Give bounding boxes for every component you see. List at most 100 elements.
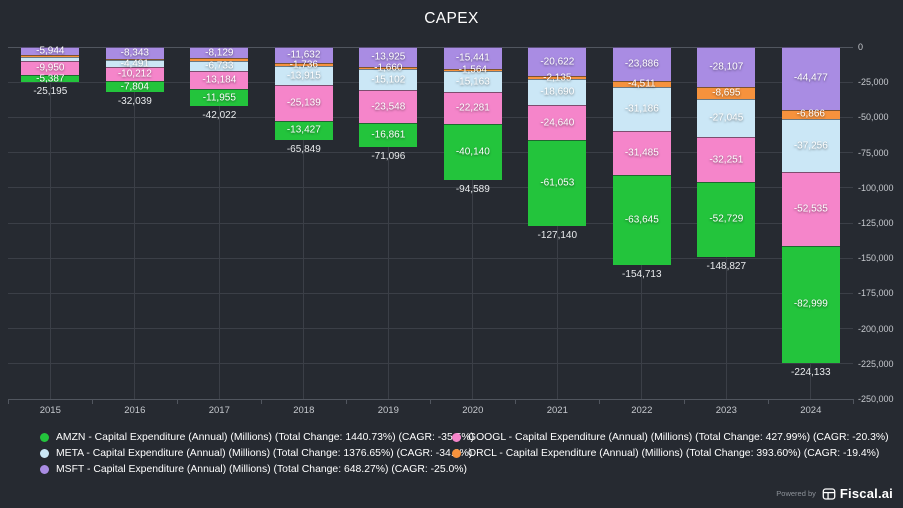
- legend-label: GOOGL - Capital Expenditure (Annual) (Mi…: [468, 431, 889, 443]
- x-axis-tick: [683, 399, 685, 404]
- fiscal-logo-icon: [822, 487, 836, 501]
- bar-segment-amzn-2024[interactable]: [781, 245, 840, 363]
- x-axis-label-2023: 2023: [715, 405, 737, 416]
- bar-segment-msft-2015[interactable]: [21, 47, 80, 56]
- gridline-v: [303, 47, 305, 399]
- x-axis-tick: [7, 399, 9, 404]
- bar-segment-orcl-2022[interactable]: [612, 80, 671, 87]
- gridline-v: [49, 47, 51, 399]
- bar-segment-amzn-2017[interactable]: [190, 89, 249, 107]
- bar-segment-msft-2018[interactable]: [274, 47, 333, 64]
- bar-column-2017: -8,129 -6,733 -13,184 -11,955 -42,022: [190, 47, 249, 399]
- bar-segment-msft-2017[interactable]: [190, 47, 249, 59]
- bar-total-2024: -224,133: [791, 366, 831, 378]
- bar-segment-meta-2015[interactable]: [21, 57, 80, 61]
- y-axis-label: -225,000: [858, 358, 894, 369]
- gridline-h: [8, 292, 853, 294]
- x-axis-label-2017: 2017: [208, 405, 230, 416]
- bar-segment-amzn-2023[interactable]: [697, 182, 756, 257]
- bar-segment-meta-2023[interactable]: [697, 98, 756, 137]
- bar-total-2021: -127,140: [537, 230, 578, 241]
- x-axis-tick: [852, 399, 854, 404]
- gridline-v: [134, 47, 136, 399]
- bar-segment-orcl-2017[interactable]: [190, 58, 249, 62]
- legend-label: META - Capital Expenditure (Annual) (Mil…: [56, 447, 473, 459]
- gridline-h: [8, 81, 853, 83]
- bar-segment-msft-2020[interactable]: [443, 47, 502, 69]
- x-axis-label-2018: 2018: [293, 405, 315, 416]
- bar-segment-googl-2018[interactable]: [274, 85, 333, 121]
- bar-column-2020: -15,441 -1,564 -15,163 -22,281 -40,140 -94,58…: [443, 47, 502, 399]
- bar-segment-googl-2024[interactable]: [781, 171, 840, 246]
- brand-link[interactable]: Fiscal.ai: [822, 486, 893, 501]
- bar-segment-googl-2021[interactable]: [528, 105, 587, 141]
- bar-segment-msft-2019[interactable]: [359, 47, 418, 67]
- gridline-h: [8, 257, 853, 259]
- legend-dot-googl: [452, 432, 461, 442]
- bar-segment-meta-2018[interactable]: [274, 65, 333, 86]
- legend-item-amzn[interactable]: AMZN - Capital Expenditure (Annual) (Mil…: [40, 431, 474, 443]
- x-axis-tick: [261, 399, 262, 404]
- x-axis-label-2019: 2019: [377, 405, 399, 416]
- bar-segment-msft-2023[interactable]: [697, 47, 756, 87]
- bar-segment-googl-2022[interactable]: [612, 130, 671, 176]
- legend-item-msft[interactable]: MSFT - Capital Expenditure (Annual) (Mil…: [40, 463, 474, 475]
- bar-segment-amzn-2020[interactable]: [443, 123, 502, 181]
- bar-segment-googl-2015[interactable]: [21, 60, 80, 75]
- bar-segment-meta-2022[interactable]: [612, 86, 671, 131]
- legend-item-meta[interactable]: META - Capital Expenditure (Annual) (Mil…: [40, 447, 474, 459]
- legend-dot-amzn: [40, 432, 49, 442]
- bar-segment-orcl-2016[interactable]: [105, 58, 164, 61]
- bar-segment-meta-2019[interactable]: [359, 68, 418, 91]
- bar-segment-amzn-2022[interactable]: [612, 175, 671, 265]
- x-axis-tick: [599, 399, 600, 404]
- bar-total-2022: -154,713: [622, 268, 662, 280]
- bar-segment-orcl-2019[interactable]: [359, 66, 418, 69]
- y-axis-label: -50,000: [858, 112, 889, 123]
- gridline-h: [8, 152, 853, 154]
- legend-dot-orcl: [452, 448, 461, 458]
- bar-column-2022: -23,886 -4,511 -31,186 -31,485 -63,645 -154,7…: [612, 47, 671, 399]
- bar-segment-msft-2024[interactable]: [781, 47, 840, 110]
- bar-segment-orcl-2021[interactable]: [528, 76, 587, 80]
- bar-column-2018: -11,632 -1,736 -13,915 -25,139 -13,427 -65,84…: [274, 47, 333, 399]
- legend-item-googl[interactable]: GOOGL - Capital Expenditure (Annual) (Mi…: [452, 431, 889, 443]
- bar-segment-amzn-2015[interactable]: [21, 74, 80, 83]
- bar-segment-amzn-2016[interactable]: [105, 81, 164, 93]
- bar-segment-orcl-2023[interactable]: [697, 86, 756, 99]
- bar-segment-googl-2017[interactable]: [190, 70, 249, 90]
- gridline-h: [8, 363, 853, 365]
- bar-segment-orcl-2020[interactable]: [443, 68, 502, 71]
- bar-segment-msft-2016[interactable]: [105, 47, 164, 59]
- bar-segment-orcl-2018[interactable]: [274, 63, 333, 66]
- y-axis-label: 0: [858, 42, 864, 52]
- bar-segment-meta-2016[interactable]: [105, 60, 164, 67]
- bar-total-2017: -42,022: [202, 110, 237, 122]
- bar-segment-orcl-2015[interactable]: [21, 55, 80, 58]
- bar-segment-orcl-2024[interactable]: [781, 109, 840, 120]
- bar-segment-meta-2021[interactable]: [528, 79, 587, 106]
- legend-label: MSFT - Capital Expenditure (Annual) (Mil…: [56, 463, 467, 475]
- bar-segment-amzn-2018[interactable]: [274, 120, 333, 140]
- bar-segment-meta-2017[interactable]: [190, 61, 249, 71]
- bar-segment-googl-2016[interactable]: [105, 66, 164, 82]
- bar-segment-amzn-2019[interactable]: [359, 123, 418, 148]
- bar-segment-amzn-2021[interactable]: [528, 140, 587, 226]
- bar-column-2016: -8,343 -4,491 -10,212 -7,804 -32,039: [105, 47, 164, 399]
- bar-segment-googl-2020[interactable]: [443, 92, 502, 124]
- bar-segment-meta-2020[interactable]: [443, 70, 502, 93]
- legend-dot-msft: [40, 464, 49, 474]
- bar-segment-msft-2021[interactable]: [528, 47, 587, 77]
- bar-total-2016: -32,039: [117, 96, 152, 108]
- bar-segment-meta-2024[interactable]: [781, 119, 840, 172]
- gridline-h: [8, 187, 853, 189]
- x-axis-label-2021: 2021: [546, 405, 568, 416]
- bar-segment-googl-2023[interactable]: [697, 136, 756, 183]
- y-axis-label: -150,000: [858, 253, 894, 264]
- legend-item-orcl[interactable]: ORCL - Capital Expenditure (Annual) (Mil…: [452, 447, 889, 459]
- bar-segment-msft-2022[interactable]: [612, 47, 671, 81]
- bar-column-2023: -28,107 -8,695 -27,045 -32,251 -52,729 -148,8…: [697, 47, 756, 399]
- x-axis-label-2016: 2016: [124, 405, 146, 416]
- gridline-v: [472, 47, 474, 399]
- bar-segment-googl-2019[interactable]: [359, 90, 418, 124]
